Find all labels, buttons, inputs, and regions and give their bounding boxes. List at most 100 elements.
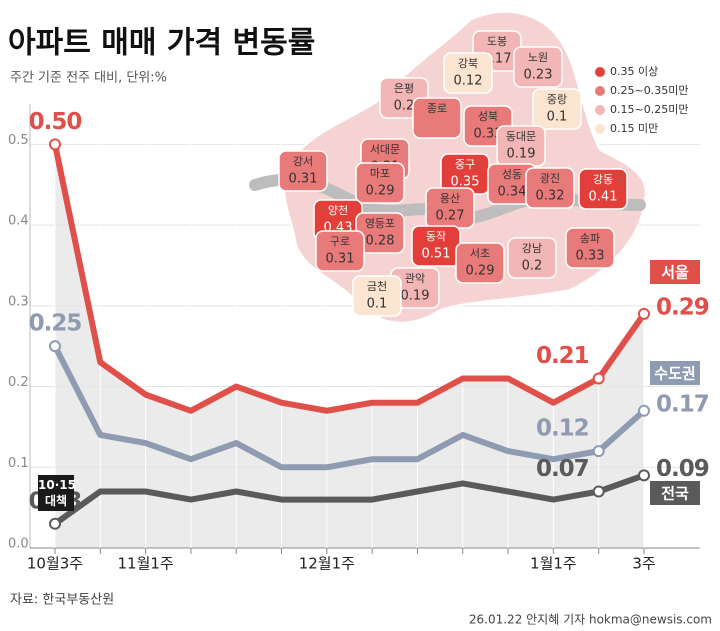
value-label: 0.07 — [536, 456, 589, 482]
district-value: 0.29 — [366, 184, 395, 199]
district-name: 서대문 — [370, 143, 400, 156]
legend-swatch — [595, 124, 605, 134]
district-value: 0.23 — [524, 68, 553, 83]
seoul-map: 도봉0.17강북0.12노원0.23은평0.2종로성북0.33중랑0.1서대문0… — [249, 10, 647, 324]
district-value: 0.33 — [474, 127, 503, 142]
district-name: 성북 — [478, 110, 498, 123]
district-value: 0.2 — [394, 99, 415, 114]
district — [315, 230, 365, 272]
district-name: 도봉 — [487, 35, 507, 48]
value-label: 0.25 — [29, 311, 82, 337]
annotation: 10·15 대책 — [38, 475, 76, 511]
district — [532, 88, 582, 130]
data-point — [49, 517, 61, 530]
series-label-box — [650, 481, 700, 505]
series-line — [53, 472, 646, 527]
chart-title: 아파트 매매 가격 변동률 — [8, 26, 315, 61]
data-point — [592, 485, 605, 498]
district-value: 0.2 — [522, 259, 543, 274]
district-name: 관악 — [405, 272, 425, 285]
district — [513, 46, 563, 88]
district-value: 0.31 — [289, 172, 318, 187]
legend-swatch — [595, 105, 605, 115]
district-name: 영등포 — [365, 217, 395, 230]
district-value: 0.27 — [436, 209, 465, 224]
legend-label: 0.15~0.25미만 — [610, 103, 688, 116]
district-name: 강동 — [593, 173, 613, 186]
series-label: 서울 — [661, 264, 689, 282]
district — [278, 150, 328, 192]
value-label: 0.29 — [656, 294, 709, 320]
district-value: 0.51 — [422, 247, 451, 262]
district-name: 구로 — [330, 235, 350, 248]
district-name: 강북 — [458, 57, 478, 70]
x-tick-label: 3주 — [632, 555, 655, 573]
legend-label: 0.15 미만 — [610, 122, 658, 135]
chart-subtitle: 주간 기준 전주 대비, 단위:% — [10, 71, 167, 86]
district-name: 금천 — [367, 279, 387, 293]
data-point — [638, 307, 650, 320]
district — [578, 168, 628, 210]
data-point — [638, 404, 650, 417]
x-tick-label: 12월1주 — [299, 555, 355, 573]
district-name: 용산 — [440, 192, 460, 205]
data-point — [49, 340, 61, 353]
legend-label: 0.25~0.35미만 — [610, 84, 688, 97]
x-tick-label: 11월1주 — [117, 555, 173, 573]
credit: 26.01.22 안지혜 기자 hokma@newsis.com — [469, 613, 712, 627]
district-name: 광진 — [540, 172, 560, 185]
district-value: 0.35 — [451, 175, 480, 190]
series-line — [52, 143, 647, 414]
district-value: 0.19 — [507, 147, 536, 162]
district-name: 중구 — [455, 158, 475, 171]
district-value: 0.12 — [454, 74, 483, 89]
district-name: 송파 — [580, 232, 600, 245]
y-tick-label: 0.1 — [8, 456, 29, 471]
district-value: 0.28 — [366, 234, 395, 249]
y-tick-label: 0.5 — [8, 133, 29, 148]
district-value: 0.19 — [401, 289, 430, 304]
series-line — [52, 344, 646, 471]
x-tick-label: 10월3주 — [27, 555, 83, 573]
value-label: 0.09 — [656, 456, 709, 482]
district — [525, 167, 575, 209]
district-name: 양천 — [328, 203, 348, 217]
district-name: 종로 — [427, 102, 447, 115]
district — [507, 237, 557, 279]
district-name: 강남 — [522, 242, 542, 255]
data-point — [49, 138, 61, 151]
district-name: 강서 — [293, 155, 313, 168]
district-value: 0.33 — [576, 249, 605, 264]
value-label: 0.12 — [536, 416, 589, 442]
y-tick-label: 0.4 — [8, 214, 29, 229]
value-label: 0.17 — [656, 391, 709, 417]
series-label: 수도권 — [654, 365, 695, 383]
y-tick-label: 0.3 — [8, 294, 29, 309]
y-tick-label: 0.2 — [8, 375, 29, 390]
district-name: 동대문 — [506, 130, 536, 143]
series-label-box — [650, 260, 700, 284]
district-value: 0.32 — [536, 189, 565, 204]
district — [355, 162, 405, 204]
district-value: 0.1 — [367, 297, 388, 312]
district-name: 노원 — [528, 51, 548, 64]
legend-swatch — [595, 67, 605, 77]
district-name: 중랑 — [547, 93, 567, 106]
legend-label: 0.35 이상 — [610, 65, 658, 78]
series-label: 전국 — [661, 485, 689, 503]
series-label-box — [650, 361, 700, 385]
district-name: 마포 — [370, 167, 390, 180]
value-label: 0.50 — [29, 109, 82, 135]
district-name: 성동 — [502, 168, 522, 181]
x-tick-label: 1월1주 — [530, 555, 577, 573]
district — [565, 227, 615, 269]
district — [352, 275, 402, 317]
district — [412, 97, 462, 139]
data-point — [592, 372, 605, 385]
district-value: 0.41 — [589, 190, 618, 205]
district-value: 0.31 — [326, 252, 355, 267]
data-point — [638, 469, 650, 482]
district — [443, 52, 493, 94]
